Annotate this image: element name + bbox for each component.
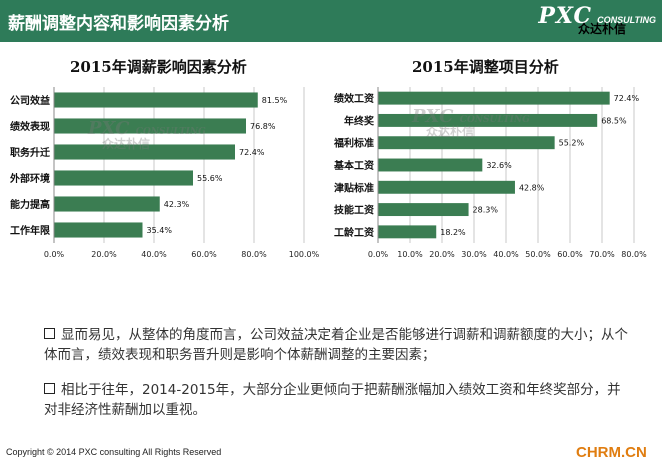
category-label: 公司效益 <box>10 94 50 107</box>
x-tick-label: 0.0% <box>368 250 389 259</box>
x-tick-label: 80.0% <box>241 250 267 259</box>
x-tick-label: 10.0% <box>397 250 423 259</box>
x-tick-label: 60.0% <box>557 250 583 259</box>
chart-right: 0.0% 10.0% 20.0% 30.0% 40.0% 50.0% 60.0% 70.0% 8… <box>333 87 647 259</box>
x-tick-label: 70.0% <box>589 250 615 259</box>
x-tick-label: 0.0% <box>44 250 65 259</box>
x-tick-label: 100.0% <box>289 250 320 259</box>
bar <box>54 196 160 212</box>
square-bullet-icon <box>44 328 55 339</box>
bar <box>378 91 610 105</box>
category-label: 福利标准 <box>333 137 374 150</box>
watermark-main-right: PXC <box>412 106 454 127</box>
watermark-sub-right: CONSULTING <box>459 115 530 125</box>
page-title: 薪酬调整内容和影响因素分析 <box>8 14 229 34</box>
data-label: 42.8% <box>519 183 545 192</box>
data-label: 55.2% <box>559 139 585 148</box>
category-label: 能力提高 <box>10 198 50 211</box>
category-label: 技能工资 <box>334 204 374 217</box>
brand-logo: PXC CONSULTING <box>496 3 656 39</box>
watermark-main-left: PXC <box>88 118 130 139</box>
watermark-right: PXC CONSULTING 众达朴信 <box>412 106 530 140</box>
x-tick-label: 20.0% <box>91 250 117 259</box>
bar <box>378 158 483 172</box>
x-tick-label: 80.0% <box>621 250 647 259</box>
bar <box>378 225 437 239</box>
chart-left: 0.0% 20.0% 40.0% 60.0% 80.0% 100.0% 公司效益 81.5% 绩… <box>9 87 320 259</box>
bar <box>54 170 193 186</box>
category-label: 外部环境 <box>9 172 50 185</box>
bar <box>54 222 143 238</box>
x-tick-label: 40.0% <box>493 250 519 259</box>
header-bar: 薪酬调整内容和影响因素分析 PXC CONSULTING 众达朴信 <box>0 0 662 42</box>
data-label: 68.5% <box>601 116 627 125</box>
x-tick-label: 60.0% <box>191 250 217 259</box>
x-tick-label: 50.0% <box>525 250 551 259</box>
bar <box>378 203 469 217</box>
square-bullet-icon <box>44 383 55 394</box>
x-tick-label: 40.0% <box>141 250 167 259</box>
data-label: 55.6% <box>197 174 223 183</box>
copyright: Copyright © 2014 PXC consulting All Righ… <box>6 447 222 457</box>
analysis-paragraph-1: 显而易见，从整体的角度而言，公司效益决定着企业是否能够进行调薪和调薪额度的大小；… <box>44 325 634 365</box>
category-label: 工作年限 <box>10 224 51 237</box>
bar <box>378 180 515 194</box>
site-mark: CHRM.CN <box>576 444 647 461</box>
watermark-cn-left: 众达朴信 <box>102 137 151 151</box>
category-label: 津贴标准 <box>334 181 374 194</box>
category-label: 绩效工资 <box>334 92 374 105</box>
data-label: 81.5% <box>262 96 288 105</box>
chart-title-left: 2015年调薪影响因素分析 <box>70 58 247 76</box>
watermark-left: PXC CONSULTING 众达朴信 <box>88 118 206 152</box>
data-label: 32.6% <box>486 161 512 170</box>
data-label: 35.4% <box>147 226 173 235</box>
bar <box>378 136 555 150</box>
chart-title-right: 2015年调整项目分析 <box>412 58 559 76</box>
x-tick-label: 20.0% <box>429 250 455 259</box>
bar <box>54 92 258 108</box>
logo-cn: 众达朴信 <box>577 22 626 36</box>
category-label: 基本工资 <box>333 159 374 172</box>
watermark-sub-left: CONSULTING <box>135 127 206 137</box>
category-label: 绩效表现 <box>10 120 50 133</box>
logo-main: PXC <box>538 3 593 29</box>
data-label: 72.4% <box>614 94 640 103</box>
analysis-paragraph-2: 相比于往年，2014-2015年，大部分企业更倾向于把薪酬涨幅加入绩效工资和年终… <box>44 380 634 420</box>
data-label: 28.3% <box>473 206 499 215</box>
data-label: 42.3% <box>164 200 190 209</box>
paragraph-2-text: 相比于往年，2014-2015年，大部分企业更倾向于把薪酬涨幅加入绩效工资和年终… <box>44 382 621 418</box>
category-label: 年终奖 <box>344 114 375 127</box>
logo-sub: CONSULTING <box>597 15 656 25</box>
x-tick-label: 30.0% <box>461 250 487 259</box>
data-label: 72.4% <box>239 148 265 157</box>
bar <box>54 144 235 160</box>
category-label: 职务升迁 <box>10 146 50 159</box>
data-label: 76.8% <box>250 122 276 131</box>
bar <box>378 113 598 127</box>
category-label: 工龄工资 <box>334 226 374 239</box>
bar <box>54 118 246 134</box>
data-label: 18.2% <box>440 228 466 237</box>
watermark-cn-right: 众达朴信 <box>426 125 475 139</box>
paragraph-1-text: 显而易见，从整体的角度而言，公司效益决定着企业是否能够进行调薪和调薪额度的大小；… <box>44 327 628 363</box>
